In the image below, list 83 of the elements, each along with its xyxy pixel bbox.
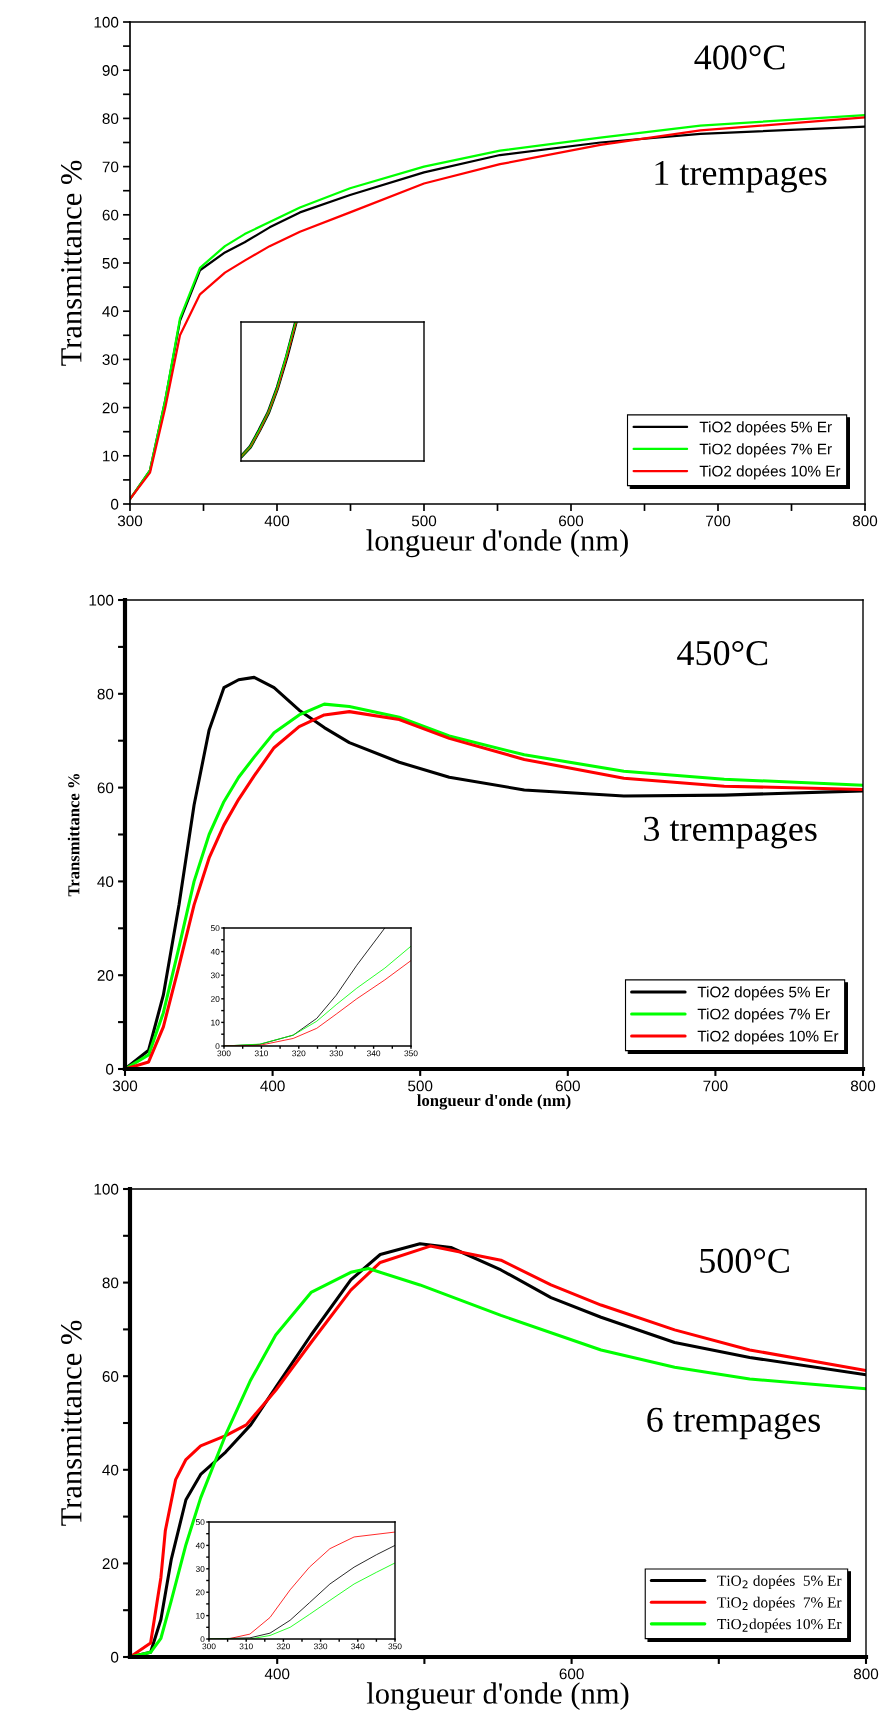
x-tick-label: 330 xyxy=(329,1050,343,1057)
x-tick-label: 600 xyxy=(559,515,584,527)
y-tick-label: 60 xyxy=(102,1371,119,1382)
legend-label: TiO$_{2}$dopées 10% Er xyxy=(717,1618,842,1633)
y-tick-label: 100 xyxy=(94,16,119,28)
annotation: 500°C xyxy=(700,1248,789,1273)
annotation: 400°C xyxy=(694,45,785,70)
x-axis-title: longueur d'onde (nm) xyxy=(417,1094,571,1110)
y-tick-label: 80 xyxy=(97,688,114,700)
y-tick-label: 40 xyxy=(102,306,119,317)
y-tick-label: 30 xyxy=(102,354,119,366)
legend-label: TiO$_{2}$ dopées 7% Er xyxy=(717,1596,842,1611)
y-tick-label: 40 xyxy=(102,1464,119,1476)
legend-label: TiO2 dopées 10% Er xyxy=(697,1030,839,1045)
x-tick-label: 350 xyxy=(404,1050,418,1057)
y-tick-label: 90 xyxy=(102,65,119,76)
y-tick-label: 60 xyxy=(102,209,119,221)
y-tick-label: 10 xyxy=(103,450,119,462)
x-tick-label: 500 xyxy=(408,1080,433,1092)
y-tick-label: 100 xyxy=(89,594,114,606)
x-tick-label: 800 xyxy=(853,1668,879,1680)
annotation: 450°C xyxy=(677,640,768,666)
y-tick-label: 40 xyxy=(195,1542,205,1549)
x-tick-label: 400 xyxy=(260,1080,285,1092)
x-tick-label: 700 xyxy=(706,515,731,527)
x-tick-label: 800 xyxy=(850,1080,876,1092)
legend-label: TiO2 dopées 7% Er xyxy=(699,443,832,458)
y-tick-label: 10 xyxy=(196,1612,205,1619)
legend-label: TiO$_{2}$ dopées 5% Er xyxy=(717,1575,842,1589)
y-tick-label: 80 xyxy=(102,1277,119,1289)
annotation: 3 trempages xyxy=(644,816,817,849)
x-axis-title: longueur d'onde (nm) xyxy=(366,1682,629,1711)
y-tick-label: 0 xyxy=(110,1651,119,1663)
y-tick-label: 20 xyxy=(195,1589,205,1596)
x-tick-label: 350 xyxy=(388,1643,402,1650)
x-tick-label: 330 xyxy=(313,1643,328,1650)
y-tick-label: 20 xyxy=(97,970,114,981)
y-tick-label: 20 xyxy=(102,402,119,414)
y-tick-label: 60 xyxy=(97,782,114,794)
x-tick-label: 400 xyxy=(264,515,290,527)
annotation: 6 trempages xyxy=(647,1407,820,1440)
legend-label: TiO2 dopées 7% Er xyxy=(697,1008,830,1023)
y-tick-label: 20 xyxy=(210,996,220,1002)
y-tick-label: 0 xyxy=(110,498,119,510)
x-tick-label: 300 xyxy=(217,1050,231,1057)
y-tick-label: 80 xyxy=(102,113,119,125)
x-tick-label: 700 xyxy=(703,1080,728,1092)
y-tick-label: 40 xyxy=(97,876,114,888)
x-tick-label: 600 xyxy=(555,1080,580,1092)
y-tick-label: 50 xyxy=(195,1519,205,1526)
y-axis-title: Transmittance % xyxy=(61,160,82,366)
y-tick-label: 50 xyxy=(102,257,119,269)
x-tick-label: 320 xyxy=(276,1643,291,1650)
y-tick-label: 0 xyxy=(105,1063,114,1075)
x-tick-label: 340 xyxy=(351,1643,365,1650)
x-tick-label: 800 xyxy=(852,515,878,527)
y-tick-label: 0 xyxy=(215,1043,220,1050)
y-tick-label: 50 xyxy=(210,925,220,932)
y-axis-title: Transmittance % xyxy=(61,1320,82,1526)
y-tick-label: 10 xyxy=(211,1019,220,1026)
x-tick-label: 500 xyxy=(411,515,437,527)
y-tick-label: 20 xyxy=(102,1558,119,1570)
y-tick-label: 70 xyxy=(102,161,119,173)
y-tick-label: 30 xyxy=(210,972,220,979)
x-tick-label: 320 xyxy=(292,1050,306,1057)
x-tick-label: 600 xyxy=(559,1668,584,1680)
x-tick-label: 400 xyxy=(264,1668,290,1680)
legend-label: TiO2 dopées 5% Er xyxy=(699,421,832,436)
x-tick-label: 310 xyxy=(254,1050,269,1057)
x-tick-label: 300 xyxy=(202,1643,216,1650)
y-tick-label: 100 xyxy=(94,1183,119,1195)
legend-label: TiO2 dopées 5% Er xyxy=(697,986,830,1001)
y-tick-label: 40 xyxy=(210,948,220,955)
y-axis-title: Transmittance % xyxy=(67,773,80,897)
x-tick-label: 300 xyxy=(117,515,143,527)
y-tick-label: 0 xyxy=(200,1636,205,1643)
annotation: 1 trempages xyxy=(655,160,827,193)
legend-label: TiO2 dopées 10% Er xyxy=(699,465,841,480)
x-axis-title: longueur d'onde (nm) xyxy=(366,529,628,558)
x-tick-label: 310 xyxy=(239,1643,253,1650)
x-tick-label: 340 xyxy=(366,1050,381,1057)
x-tick-label: 300 xyxy=(112,1080,138,1092)
y-tick-label: 30 xyxy=(195,1566,205,1572)
